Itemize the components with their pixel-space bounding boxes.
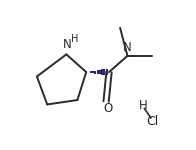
Text: Cl: Cl [146, 115, 159, 128]
Text: H: H [139, 99, 148, 112]
Text: H: H [71, 34, 78, 44]
Text: N: N [63, 38, 72, 51]
Text: N: N [123, 41, 132, 54]
Text: O: O [103, 102, 112, 115]
